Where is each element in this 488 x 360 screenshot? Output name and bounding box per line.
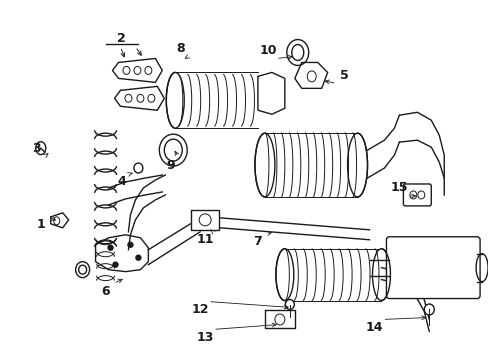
- Ellipse shape: [54, 217, 60, 225]
- Text: 7: 7: [253, 235, 262, 248]
- Polygon shape: [114, 86, 164, 110]
- Ellipse shape: [306, 71, 316, 82]
- Ellipse shape: [147, 94, 155, 102]
- Polygon shape: [51, 213, 68, 228]
- FancyBboxPatch shape: [403, 184, 430, 206]
- Ellipse shape: [128, 242, 133, 247]
- Text: 15: 15: [390, 181, 407, 194]
- Ellipse shape: [164, 139, 182, 161]
- Polygon shape: [294, 62, 327, 88]
- Text: 10: 10: [259, 44, 276, 57]
- Ellipse shape: [275, 249, 293, 301]
- Ellipse shape: [134, 67, 141, 75]
- Text: 2: 2: [117, 32, 125, 45]
- Ellipse shape: [125, 94, 132, 102]
- Text: 8: 8: [176, 42, 184, 55]
- Text: 1: 1: [36, 218, 45, 231]
- Ellipse shape: [417, 191, 424, 199]
- Ellipse shape: [108, 245, 113, 250]
- Ellipse shape: [424, 304, 433, 315]
- Polygon shape: [95, 235, 148, 272]
- Ellipse shape: [122, 67, 130, 75]
- FancyBboxPatch shape: [386, 237, 479, 298]
- Ellipse shape: [137, 94, 143, 102]
- Text: 11: 11: [196, 233, 213, 246]
- Ellipse shape: [144, 67, 152, 75]
- Ellipse shape: [291, 45, 303, 60]
- Ellipse shape: [285, 300, 294, 310]
- Ellipse shape: [286, 40, 308, 66]
- Ellipse shape: [113, 262, 118, 267]
- Ellipse shape: [274, 314, 285, 325]
- Ellipse shape: [76, 262, 89, 278]
- Polygon shape: [191, 210, 219, 230]
- Polygon shape: [112, 58, 162, 82]
- Text: 6: 6: [101, 285, 110, 298]
- Ellipse shape: [372, 249, 389, 301]
- Text: 14: 14: [365, 321, 383, 334]
- Ellipse shape: [409, 191, 416, 199]
- Ellipse shape: [36, 141, 46, 154]
- Ellipse shape: [79, 265, 86, 274]
- Text: 4: 4: [117, 175, 125, 189]
- Ellipse shape: [254, 133, 274, 197]
- Ellipse shape: [159, 134, 187, 166]
- Text: 5: 5: [340, 69, 348, 82]
- Ellipse shape: [166, 72, 184, 128]
- Text: 13: 13: [196, 331, 213, 344]
- Polygon shape: [258, 72, 285, 114]
- Text: 12: 12: [191, 303, 208, 316]
- Polygon shape: [264, 310, 294, 328]
- Ellipse shape: [134, 163, 142, 173]
- Ellipse shape: [136, 255, 141, 260]
- Text: 3: 3: [32, 141, 41, 155]
- Ellipse shape: [199, 214, 211, 226]
- Text: 9: 9: [165, 158, 174, 172]
- Ellipse shape: [347, 133, 367, 197]
